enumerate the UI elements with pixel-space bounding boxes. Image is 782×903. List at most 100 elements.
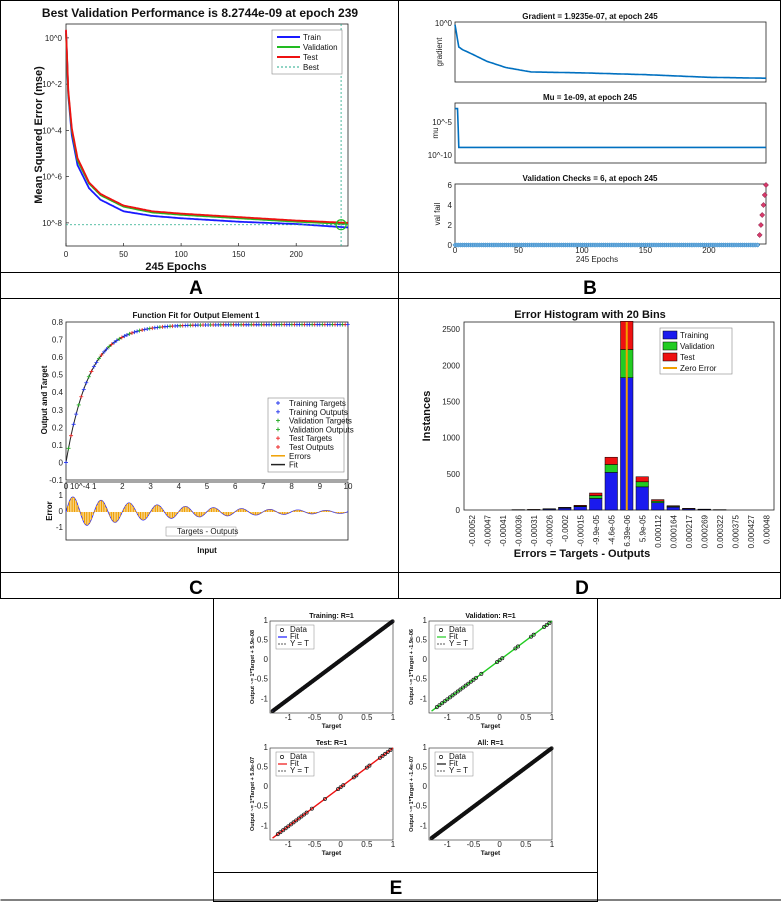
- hist-xlabel: Errors = Targets - Outputs: [514, 548, 650, 560]
- perf-ytick-label: 10^0: [45, 34, 63, 43]
- hist-legend-training-swatch: [662, 330, 678, 340]
- mu-axes: [454, 102, 767, 164]
- valchecks-ytick-label: 4: [448, 201, 453, 210]
- hist-xtick-label: 0.000322: [716, 514, 725, 548]
- regression-subplot: Validation: R=1 Output ~= 1*Target + -1.9…: [409, 613, 555, 730]
- regression-data-point: [466, 681, 471, 686]
- regression-data-point: [516, 644, 520, 649]
- valcheck-point: [755, 242, 761, 248]
- regression-data-point: [440, 701, 445, 706]
- gradient-axes: [454, 21, 767, 83]
- fit-ytick-label: 0.6: [52, 353, 64, 362]
- regression-data-point: [437, 703, 442, 708]
- regression-data-point: [479, 671, 484, 676]
- regression-legend-data: Data: [449, 625, 466, 634]
- fit-ytick-label: 0.8: [52, 318, 64, 327]
- regression-ylabel: Output ~= 1*Target + -1.9e-06: [409, 629, 415, 705]
- regression-ytick-label: -1: [420, 821, 428, 830]
- test-line: [65, 29, 349, 224]
- valchecks-ytick-label: 0: [448, 241, 453, 250]
- regression-ytick-label: 1: [264, 743, 269, 752]
- regression-data-point: [471, 677, 476, 682]
- fit-legend-label: Validation Outputs: [289, 425, 354, 434]
- legend-test-label: Test: [303, 53, 318, 62]
- error-exponent: 10^-4: [70, 482, 90, 491]
- hist-bar-validation: [604, 464, 618, 473]
- error-line: [65, 496, 349, 526]
- regression-ylabel: Output ~= 1*Target + 5.9e-08: [250, 630, 256, 704]
- regression-legend-data-swatch: [439, 628, 443, 632]
- error-tick-neg1: -1: [56, 523, 64, 532]
- regression-ytick-label: 0: [264, 782, 269, 791]
- hist-xtick-label: -0.00036: [514, 514, 523, 546]
- fit-marker: [79, 394, 84, 399]
- fit-legend-swatch: [276, 427, 280, 432]
- hist-bar-test: [635, 476, 649, 483]
- regression-ytick-label: 1: [423, 616, 428, 625]
- fit-title: Function Fit for Output Element 1: [132, 311, 260, 320]
- fit-marker: [127, 331, 132, 336]
- regression-data-point: [304, 810, 309, 815]
- valchecks-points: [452, 182, 769, 248]
- regression-data-point: [367, 763, 372, 768]
- fit-legend-box: [267, 397, 345, 473]
- regression-data-point: [288, 822, 293, 827]
- regression-xtick-label: -0.5: [467, 713, 481, 722]
- regression-legend-data-swatch: [280, 628, 284, 632]
- fit-marker: [109, 342, 114, 347]
- fit-ytick-label: 0: [59, 458, 64, 467]
- regression-xtick-label: 0.5: [520, 713, 532, 722]
- regression-xtick-label: 0: [338, 713, 343, 722]
- regression-ylabel: Output ~= 1*Target + -1.4e-07: [409, 756, 415, 832]
- error-tick-1: 1: [59, 491, 64, 500]
- regression-data-point: [529, 634, 534, 639]
- hist-ytick-label: 500: [447, 470, 461, 479]
- valchecks-xtick-label: 0: [453, 246, 458, 255]
- regression-ytick-label: -0.5: [254, 802, 268, 811]
- regression-data-point: [549, 746, 553, 751]
- perf-axes: [65, 23, 349, 247]
- hist-ticks: 0 500 1000 1500 2000 2500 -0.00052 -0.00047 -0.0…: [442, 325, 771, 548]
- regression-title: Training: R=1: [309, 613, 354, 620]
- regression-subplot: Test: R=1 Output ~= 1*Target + 5.8e-07 Tar…: [250, 740, 396, 857]
- perf-ytick-label: 10^-4: [42, 126, 62, 135]
- fit-ylabel: Output and Target: [40, 365, 49, 434]
- regression-data-point: [547, 621, 552, 625]
- fit-xtick-label: 2: [120, 482, 125, 491]
- valchecks-xtick-label: 200: [702, 246, 716, 255]
- regression-data-point: [468, 679, 473, 684]
- fit-ytick-label: 0.2: [52, 423, 64, 432]
- regression-axes: [269, 620, 394, 714]
- regression-data-point: [455, 689, 460, 694]
- regression-ytick-label: 0: [264, 655, 269, 664]
- error-tick-0: 0: [59, 507, 64, 516]
- regression-data-point: [380, 753, 385, 758]
- fit-marker: [345, 322, 350, 327]
- regression-legend-yt: Y = T: [449, 639, 468, 648]
- regression-xtick-label: 1: [391, 713, 396, 722]
- panel-label-a: A: [189, 278, 203, 299]
- perf-xtick-label: 200: [290, 250, 304, 259]
- fit-marker: [142, 327, 147, 332]
- function-fit-chart: Function Fit for Output Element 1 Output…: [40, 311, 354, 555]
- regression-data-point: [453, 691, 458, 696]
- regression-legend-fit: Fit: [290, 632, 300, 641]
- gradient-line: [454, 24, 766, 79]
- regression-legend-fit: Fit: [449, 632, 459, 641]
- error-ylabel: Error: [45, 501, 54, 521]
- regression-xlabel: Target: [322, 723, 342, 730]
- fit-marker: [145, 326, 150, 331]
- regression-data-point: [291, 820, 296, 825]
- regression-xlabel: Target: [322, 850, 342, 857]
- hist-xtick-label: 0.000112: [654, 514, 663, 547]
- mu-ylabel: mu: [431, 127, 440, 138]
- fit-legend-swatch: [276, 436, 280, 441]
- panel-label-b: B: [583, 278, 597, 299]
- regression-title: Test: R=1: [316, 740, 347, 747]
- hist-xtick-label: -9.9e-05: [592, 514, 601, 544]
- panel-label-e: E: [390, 878, 403, 899]
- gradient-title: Gradient = 1.9235e-07, at epoch 245: [522, 12, 658, 21]
- regression-ytick-label: -0.5: [413, 802, 427, 811]
- fit-marker: [74, 412, 79, 417]
